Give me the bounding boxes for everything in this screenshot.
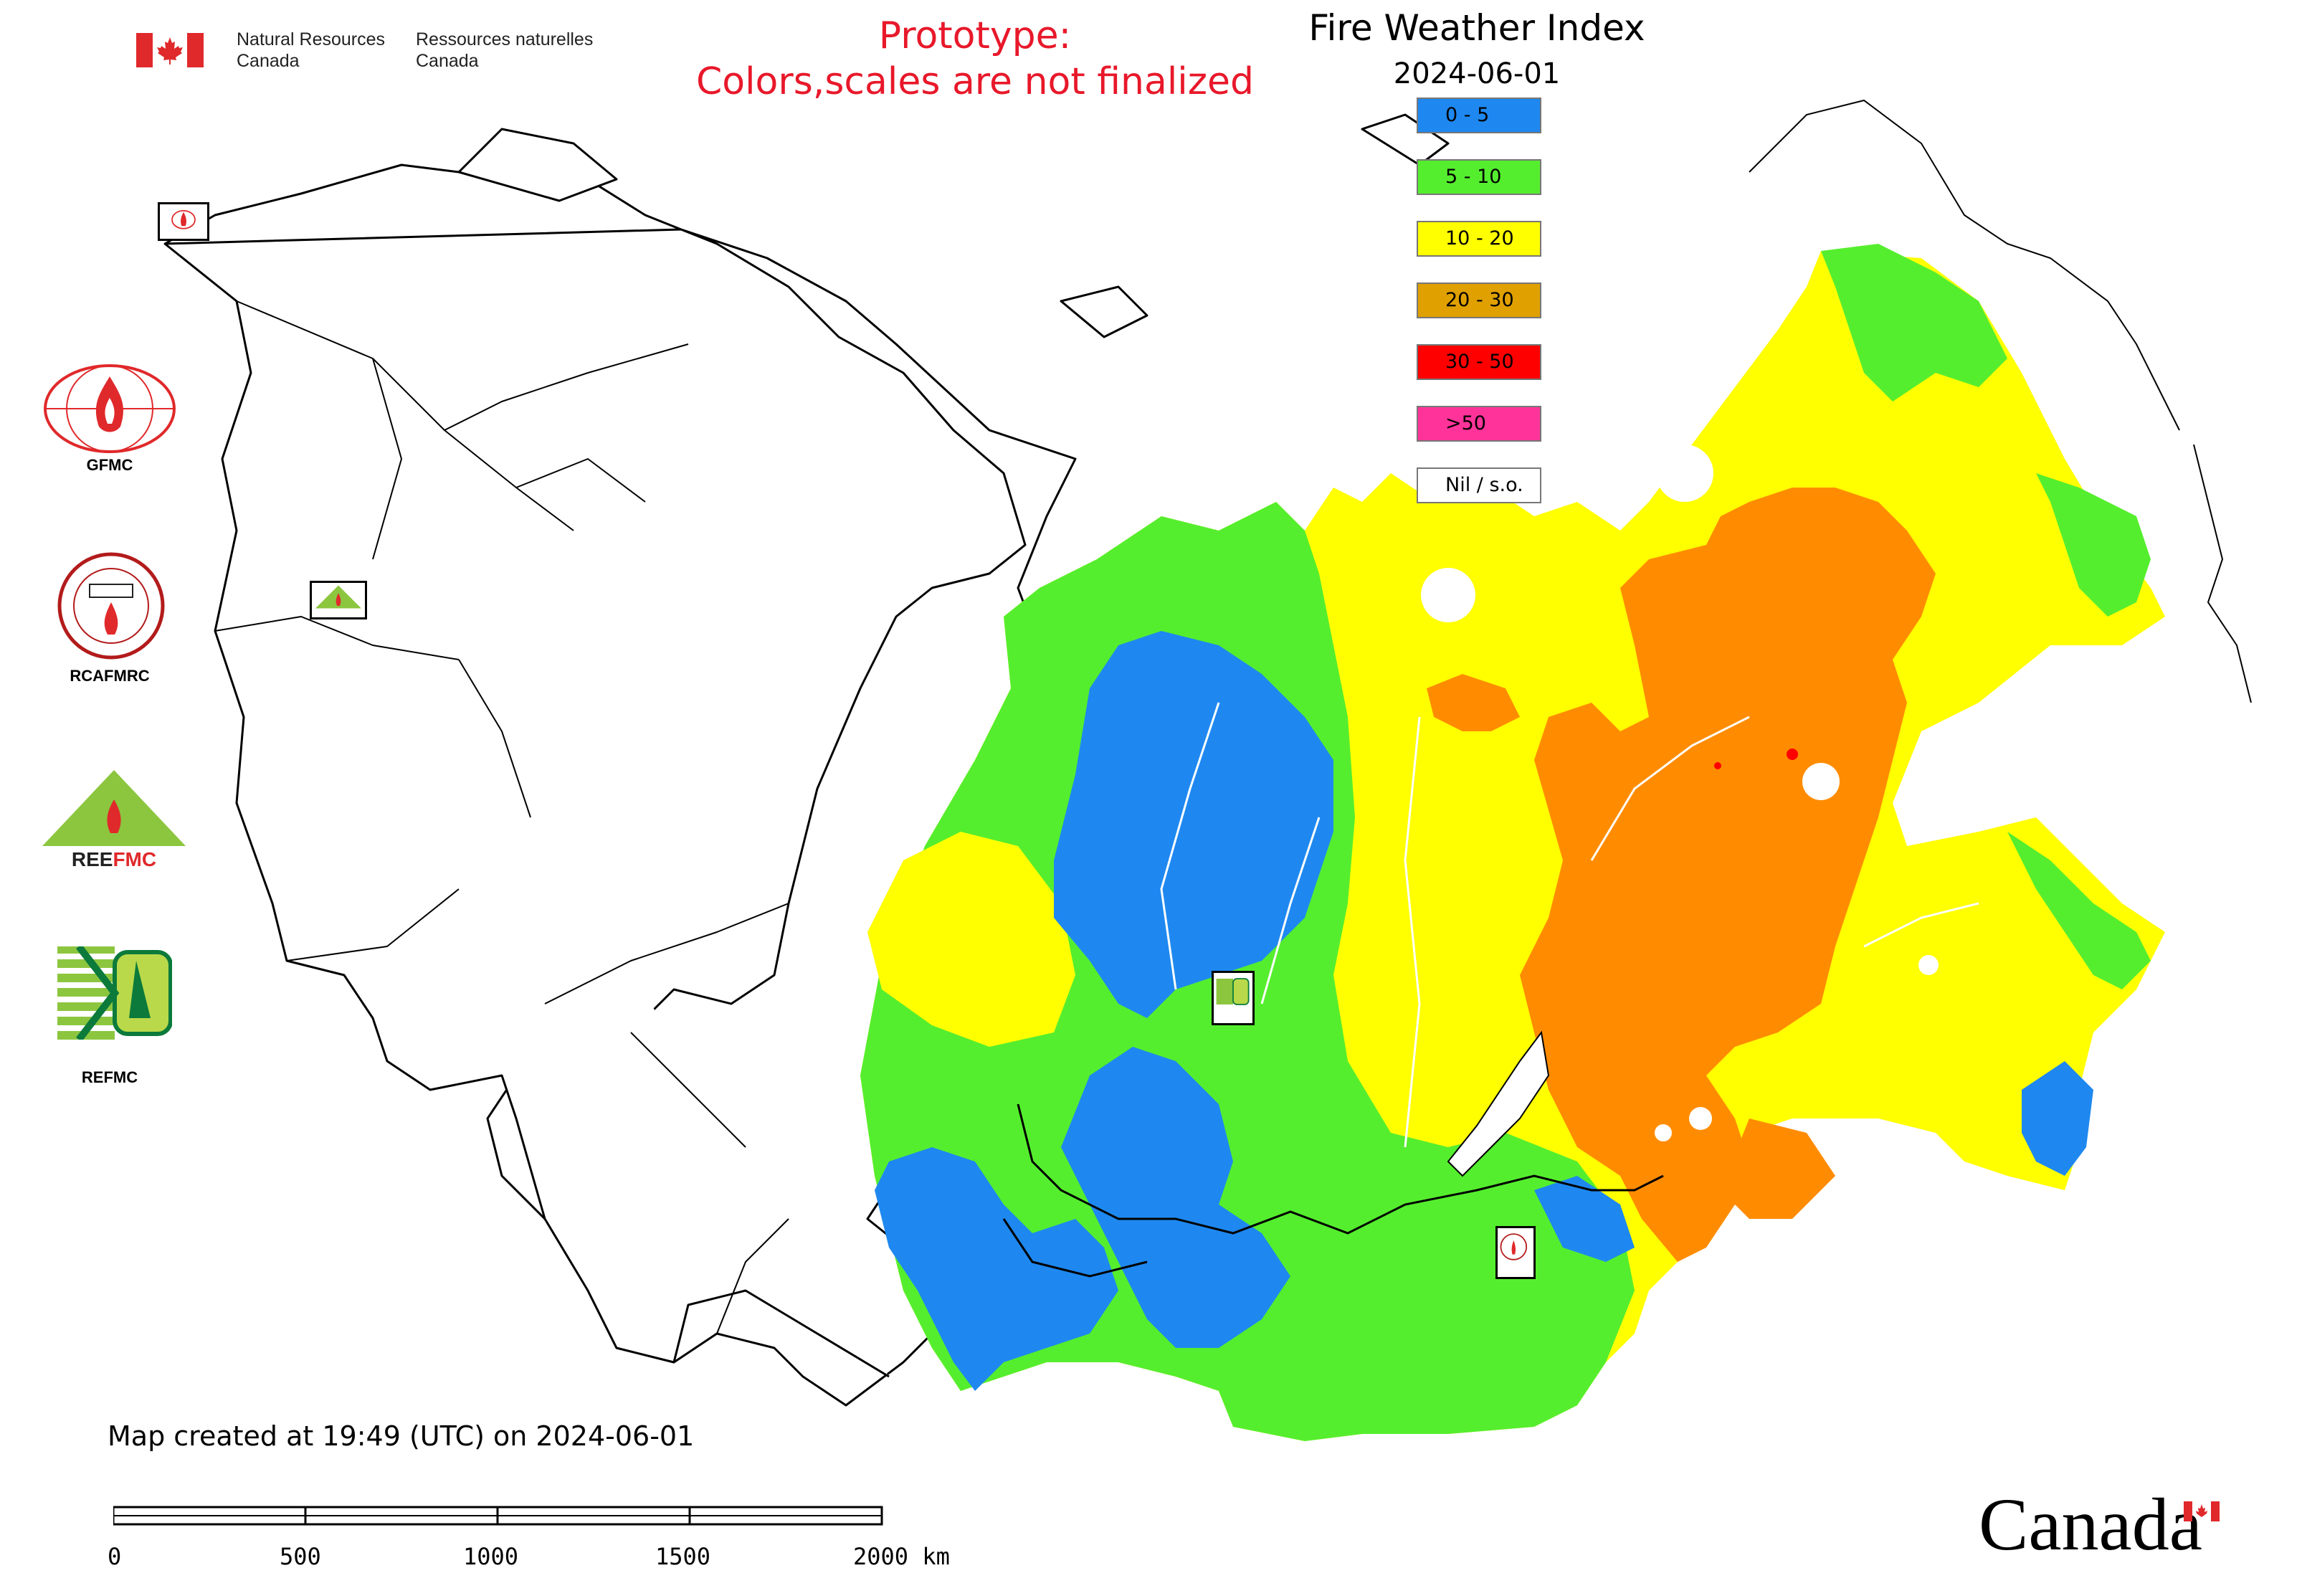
- national-border: [1002, 1103, 1664, 1278]
- department-name-en: Natural Resources Canada: [237, 29, 385, 72]
- legend-item-5-10: 5 - 10: [1417, 159, 1541, 195]
- scale-tick-1500: 1500: [655, 1543, 711, 1570]
- rcafmrc-logo-icon: [57, 552, 165, 660]
- refmc-label: REFMC: [81, 1068, 138, 1086]
- department-en-line1: Natural Resources: [237, 29, 386, 49]
- map-date: 2024-06-01: [1393, 57, 1561, 90]
- blue-south-west: [875, 1147, 1118, 1391]
- rcafmrc-label: RCAFMRC: [70, 667, 150, 685]
- rcafmrc-map-marker: [1495, 1226, 1536, 1279]
- svg-text:REEFMC: REEFMC: [72, 848, 156, 870]
- scale-bar-graphic: [113, 1506, 883, 1526]
- northern-islands: [457, 113, 1450, 338]
- scale-tick-500: 500: [280, 1543, 321, 1570]
- prototype-line1: Prototype:: [878, 14, 1072, 57]
- refmc-map-marker: [1212, 971, 1255, 1025]
- green-chukotka: [1821, 244, 2007, 402]
- fwi-data-region: [860, 99, 2252, 1441]
- nil-spot: [1655, 1124, 1672, 1141]
- red-spot: [1787, 749, 1798, 760]
- coastline-east: [1749, 99, 2252, 703]
- nil-spot: [1421, 568, 1475, 622]
- rivers: [1160, 702, 1979, 1148]
- department-name-fr: Ressources naturelles Canada: [416, 29, 593, 72]
- orange-east-siberia: [1520, 488, 1936, 1262]
- legend: 0 - 5 5 - 10 10 - 20 20 - 30 30 - 50 >50…: [1417, 98, 1546, 513]
- gfmc-logo-icon: [44, 364, 176, 453]
- refmc-marker-icon: [1216, 978, 1250, 1005]
- legend-item-0-5: 0 - 5: [1417, 98, 1541, 133]
- blue-mongolia: [1534, 1176, 1635, 1262]
- green-sakhalin: [2007, 832, 2151, 989]
- gfmc-map-marker: [158, 202, 209, 241]
- legend-item-nil: Nil / s.o.: [1417, 467, 1541, 503]
- nil-spot: [1689, 1107, 1712, 1130]
- lake-baikal: [1447, 1030, 1550, 1177]
- legend-item-over-50: >50: [1417, 406, 1541, 442]
- refmc-logo-icon: [57, 946, 172, 1040]
- reefmc-marker-icon: [315, 585, 361, 609]
- region-borders: [214, 300, 789, 1334]
- canada-flag-icon: [136, 33, 204, 67]
- gfmc-label: GFMC: [86, 456, 133, 474]
- nil-spot: [1656, 445, 1713, 502]
- map-title: Fire Weather Index: [1308, 7, 1645, 49]
- prototype-notice: Prototype: Colors,scales are not finaliz…: [645, 13, 1305, 105]
- legend-item-10-20: 10 - 20: [1417, 221, 1541, 257]
- reefmc-logo-icon: REEFMC: [39, 770, 189, 870]
- yellow-pocket-west: [867, 832, 1075, 1047]
- red-spot: [1714, 762, 1721, 769]
- government-signature: Natural Resources Canada Ressources natu…: [136, 27, 609, 77]
- nil-spot: [1802, 763, 1840, 800]
- blue-altai: [1061, 1047, 1290, 1348]
- department-en-line2: Canada: [237, 51, 300, 71]
- orange-okhotsk: [1721, 1118, 1835, 1219]
- legend-item-30-50: 30 - 50: [1417, 344, 1541, 380]
- blue-west-siberia: [1054, 631, 1333, 1018]
- scale-bar: 0 500 1000 1500 2000 km: [108, 1503, 968, 1589]
- scale-tick-1000: 1000: [463, 1543, 519, 1570]
- blue-primorye: [2022, 1061, 2093, 1176]
- west-outline: [164, 242, 890, 1378]
- maple-leaf-icon: [157, 37, 183, 65]
- department-fr-line1: Ressources naturelles: [416, 29, 594, 49]
- prototype-line2: Colors,scales are not finalized: [695, 60, 1255, 103]
- orange-amur: [1563, 789, 1692, 860]
- nil-spot: [1918, 955, 1939, 975]
- reefmc-map-marker: [310, 581, 367, 619]
- scale-tick-2000: 2000 km: [853, 1543, 950, 1570]
- legend-item-20-30: 20 - 30: [1417, 282, 1541, 318]
- rcafmrc-marker-icon: [1500, 1233, 1528, 1260]
- wordmark-flag-icon: [2184, 1501, 2220, 1521]
- map-created-note: Map created at 19:49 (UTC) on 2024-06-01: [108, 1420, 695, 1452]
- scale-tick-0: 0: [108, 1543, 122, 1570]
- orange-central: [1427, 674, 1520, 731]
- canada-wordmark: Canada: [1979, 1483, 2202, 1566]
- green-kamchatka: [2036, 473, 2151, 617]
- gfmc-marker-icon: [171, 210, 196, 229]
- department-fr-line2: Canada: [416, 51, 479, 71]
